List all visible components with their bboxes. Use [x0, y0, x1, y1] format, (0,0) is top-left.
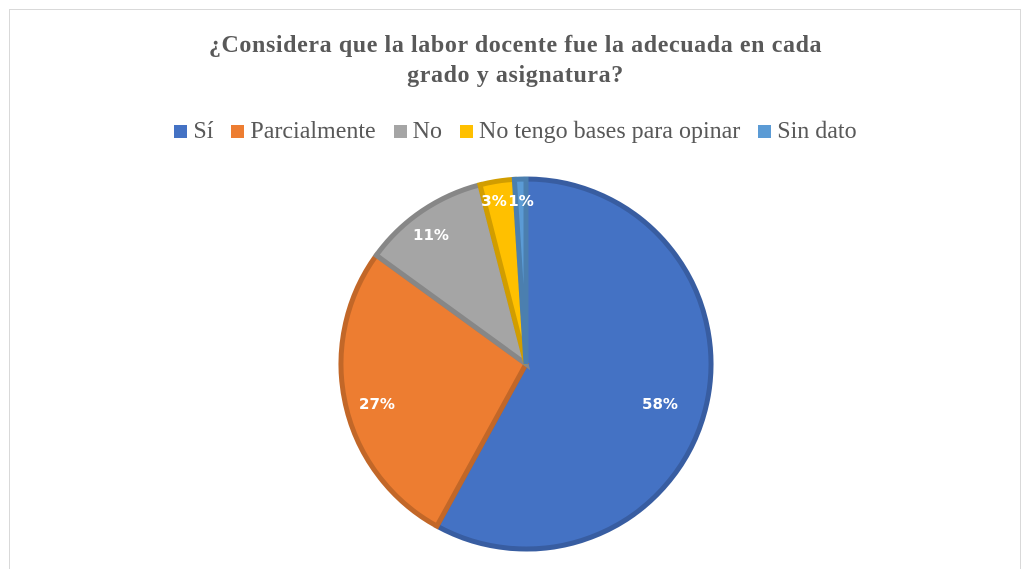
legend-swatch-parcialmente: [231, 124, 245, 138]
chart-title-line-2: grado y asignatura?: [407, 62, 624, 88]
legend-item-si: Sí: [174, 118, 213, 145]
data-label-si: 58%: [642, 395, 678, 413]
legend-label-parcialmente: Parcialmente: [250, 117, 376, 144]
pie-slice-no: [372, 181, 531, 371]
chart-title: ¿Considera que la labor docente fue la a…: [0, 30, 1031, 90]
legend-item-parcialmente: Parcialmente: [231, 117, 376, 145]
legend-item-sin-dato: Sin dato: [758, 117, 857, 145]
legend-swatch-si: [174, 124, 188, 138]
data-label-parcialmente: 27%: [359, 395, 395, 413]
legend-item-no-tengo-bases: No tengo bases para opinar: [460, 118, 740, 145]
legend-swatch-no-tengo-bases: [460, 124, 474, 138]
chart-legend: Sí Parcialmente No No tengo bases para o…: [0, 116, 1031, 146]
pie-slice-sin-dato: [511, 176, 529, 365]
pie-slice-si: [433, 176, 714, 552]
legend-label-no: No: [412, 117, 443, 144]
legend-label-sin-dato: Sin dato: [777, 117, 857, 144]
data-label-sin-dato: 1%: [508, 192, 533, 210]
data-label-no-tengo-bases: 3%: [481, 192, 506, 210]
chart-title-line-1: ¿Considera que la labor docente fue la a…: [208, 32, 823, 58]
data-label-no: 11%: [413, 226, 449, 244]
legend-label-no-tengo-bases: No tengo bases para opinar: [479, 117, 741, 144]
pie-slice-parcialmente: [338, 251, 530, 530]
legend-label-si: Sí: [193, 117, 214, 144]
legend-swatch-sin-dato: [758, 124, 772, 138]
legend-item-no: No: [393, 117, 443, 145]
legend-swatch-no: [393, 124, 407, 138]
